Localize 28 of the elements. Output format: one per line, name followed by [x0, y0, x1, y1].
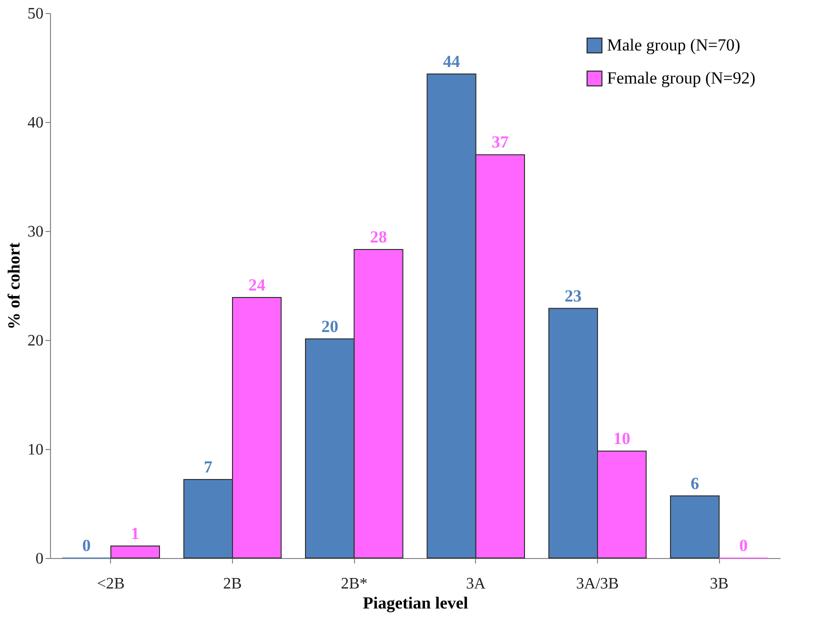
y-tick-label: 50 [28, 6, 44, 22]
x-axis-title: Piagetian level [362, 594, 468, 612]
legend-label: Male group (N=70) [607, 36, 740, 54]
x-tick-label: 3A [466, 576, 486, 592]
y-tick-label: 10 [28, 442, 44, 458]
data-label: 20 [321, 316, 338, 336]
legend-label: Female group (N=92) [607, 68, 756, 88]
data-label: 37 [492, 132, 510, 152]
y-tick-label: 30 [28, 224, 44, 240]
data-label: 7 [204, 458, 213, 477]
data-label: 23 [564, 286, 582, 306]
x-tick-label: 2B* [340, 576, 368, 592]
data-label: 44 [443, 52, 460, 72]
x-tick-label: 3A/3B [576, 576, 619, 592]
data-label: 0 [82, 536, 91, 555]
data-label: 28 [370, 228, 387, 247]
y-tick-label: 20 [28, 332, 44, 350]
data-label: 0 [739, 536, 748, 555]
x-tick-label: 2B [223, 576, 242, 592]
x-tick-label: <2B [96, 576, 125, 592]
y-tick-label: 40 [28, 114, 44, 132]
data-label: 6 [690, 474, 700, 493]
data-label: 1 [130, 524, 140, 544]
y-axis-title: % of cohort [4, 242, 24, 330]
x-tick-label: 3B [710, 576, 729, 592]
y-tick-label: 0 [36, 550, 44, 568]
data-label: 10 [613, 429, 630, 448]
data-label: 24 [248, 275, 266, 294]
